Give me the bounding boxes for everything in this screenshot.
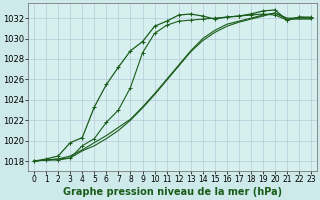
X-axis label: Graphe pression niveau de la mer (hPa): Graphe pression niveau de la mer (hPa) [63, 187, 282, 197]
